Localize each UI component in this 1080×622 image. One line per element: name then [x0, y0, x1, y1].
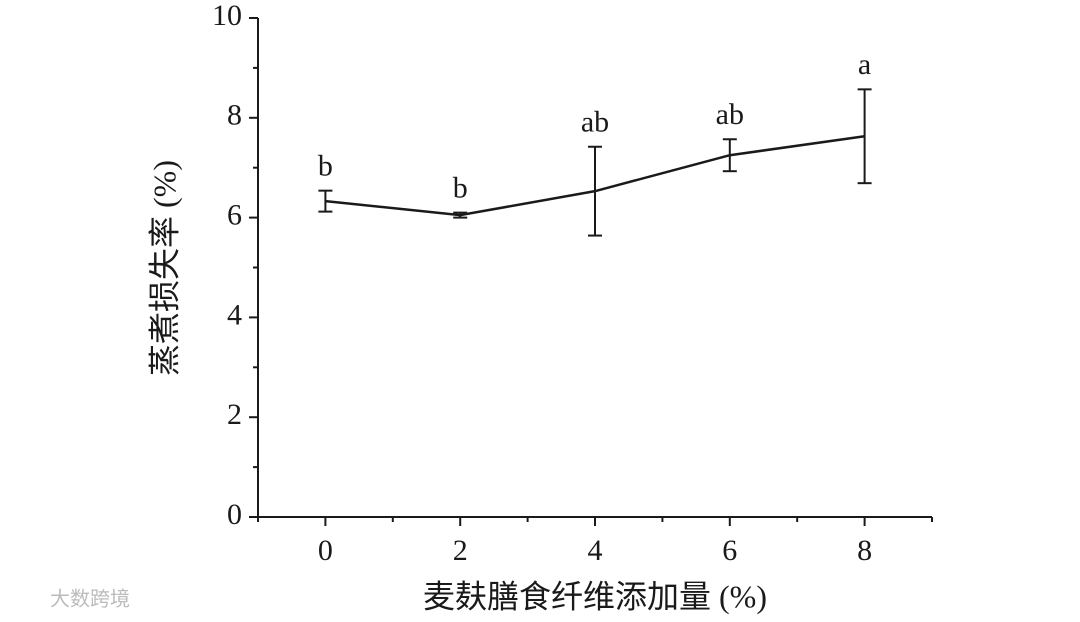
- significance-label: b: [318, 150, 333, 183]
- x-tick-label: 4: [588, 534, 603, 567]
- y-tick-label: 6: [227, 198, 242, 231]
- significance-label: b: [453, 172, 468, 205]
- x-tick-label: 2: [453, 534, 468, 567]
- y-tick-label: 2: [227, 398, 242, 431]
- x-tick-label: 6: [722, 534, 737, 567]
- y-tick-label: 4: [227, 298, 242, 331]
- watermark: 大数跨境: [50, 587, 130, 611]
- y-tick-label: 8: [227, 99, 242, 132]
- x-axis-label: 麦麸膳食纤维添加量 (%): [423, 578, 767, 614]
- x-tick-label: 8: [857, 534, 872, 567]
- x-tick-label: 0: [318, 534, 333, 567]
- y-axis-label: 蒸煮损失率 (%): [146, 160, 182, 376]
- significance-label: ab: [581, 106, 609, 139]
- y-tick-label: 0: [227, 498, 242, 531]
- significance-label: ab: [716, 98, 744, 131]
- significance-label: a: [858, 48, 871, 81]
- y-tick-label: 10: [212, 0, 242, 32]
